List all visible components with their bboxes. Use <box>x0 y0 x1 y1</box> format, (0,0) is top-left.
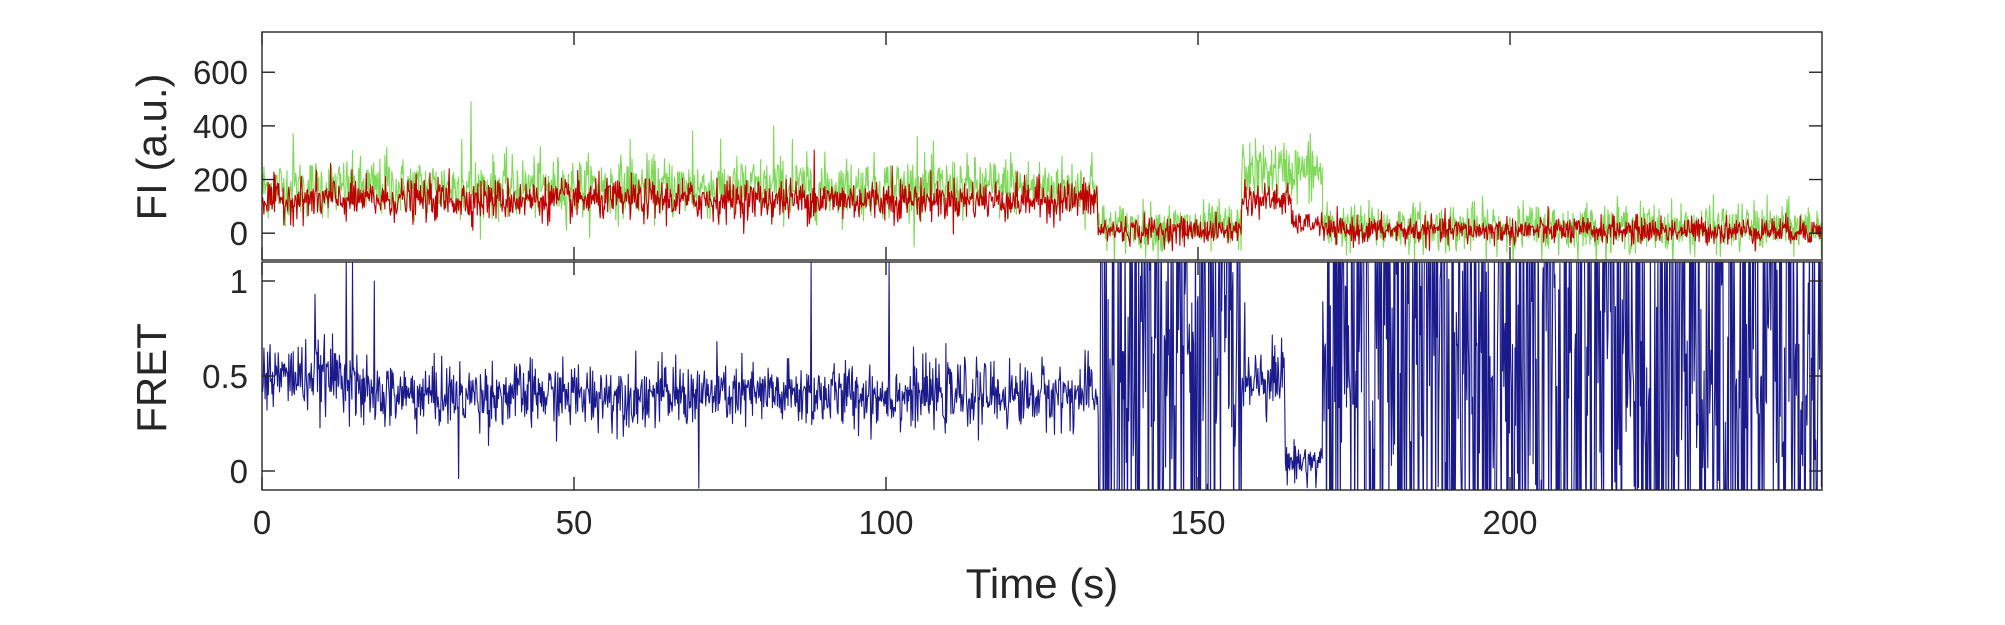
y-tick-label: 0.5 <box>202 358 248 395</box>
plot-area <box>262 101 1822 260</box>
y-tick-label: 0 <box>230 215 248 252</box>
x-tick-label: 50 <box>556 504 593 541</box>
x-tick-label: 0 <box>253 504 271 541</box>
bottom-y-axis-label: FRET <box>128 323 175 433</box>
series-line-0 <box>262 262 1822 490</box>
plot-area <box>262 262 1822 490</box>
axes-frame <box>261 31 1823 261</box>
y-tick-label: 0 <box>230 453 248 490</box>
top-y-axis-label: FI (a.u.) <box>128 73 175 220</box>
y-tick-label: 200 <box>193 162 248 199</box>
fluorescence-intensity-panel: 0 200 400 600 <box>193 31 1823 261</box>
x-tick-label: 150 <box>1170 504 1225 541</box>
x-axis-label: Time (s) <box>966 560 1118 607</box>
series-line-1 <box>262 149 1822 252</box>
y-tick-label: 400 <box>193 108 248 145</box>
fret-efficiency-panel: 0 0.5 1 0 50 100 150 200 <box>202 261 1823 541</box>
y-tick-label: 1 <box>230 263 248 300</box>
y-tick-label: 600 <box>193 54 248 91</box>
x-tick-label: 200 <box>1482 504 1537 541</box>
x-tick-label: 100 <box>858 504 913 541</box>
